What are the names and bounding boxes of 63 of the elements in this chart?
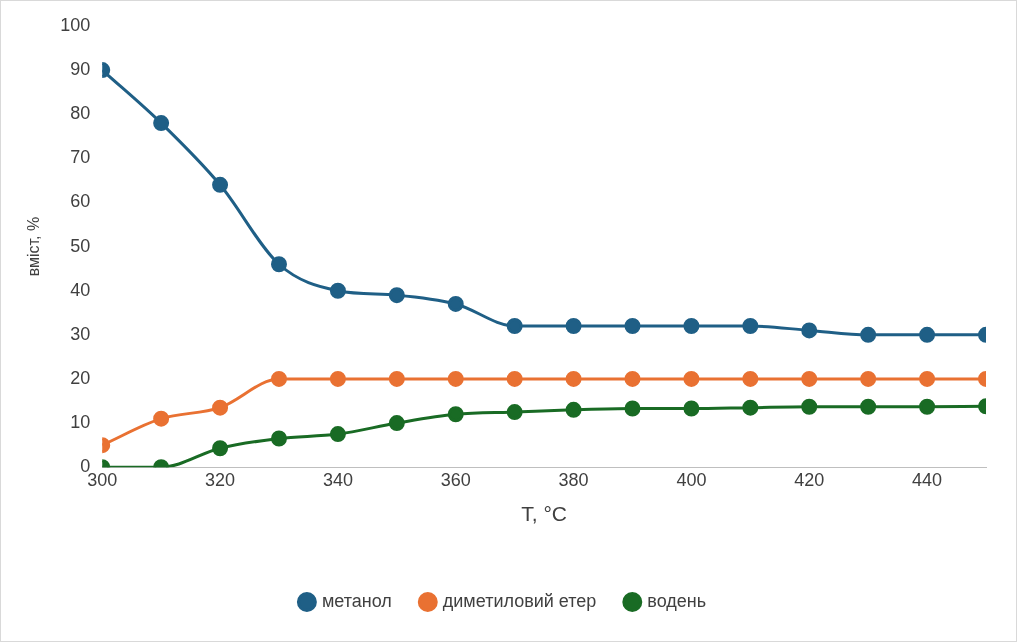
point: [624, 400, 641, 417]
point: [388, 287, 405, 304]
point: [447, 295, 464, 312]
y-tick-label: 50: [70, 235, 91, 256]
x-tick-label: 400: [676, 469, 707, 490]
point: [565, 401, 582, 418]
point: [565, 370, 582, 387]
point: [270, 256, 287, 273]
point: [624, 318, 641, 335]
y-tick-label: 90: [70, 59, 91, 80]
point: [919, 326, 936, 343]
point: [506, 404, 523, 421]
x-tick-label: 360: [440, 469, 471, 490]
legend-label: водень: [647, 590, 707, 611]
point: [388, 370, 405, 387]
legend-label: диметиловий етер: [442, 590, 597, 611]
point: [153, 410, 170, 427]
point: [860, 326, 877, 343]
point: [212, 440, 229, 457]
y-tick-label: 10: [70, 412, 91, 433]
point: [447, 370, 464, 387]
point: [565, 318, 582, 335]
x-tick-label: 420: [794, 469, 825, 490]
point: [860, 370, 877, 387]
y-axis-title: вміст, %: [25, 216, 43, 277]
point: [801, 370, 818, 387]
point: [919, 398, 936, 415]
y-tick-label: 20: [70, 367, 91, 388]
point: [329, 426, 346, 443]
point: [270, 370, 287, 387]
point: [270, 430, 287, 447]
y-tick-label: 30: [70, 323, 91, 344]
point: [506, 370, 523, 387]
point: [624, 370, 641, 387]
x-tick-label: 380: [558, 469, 589, 490]
x-axis-title: T, °C: [521, 502, 567, 526]
y-tick-label: 80: [70, 103, 91, 124]
point: [742, 399, 759, 416]
point: [801, 398, 818, 415]
y-tick-label: 100: [60, 14, 91, 35]
point: [447, 406, 464, 423]
point: [683, 400, 700, 417]
point: [860, 398, 877, 415]
point: [388, 415, 405, 432]
legend-label: метанол: [321, 590, 392, 611]
point: [683, 318, 700, 335]
y-tick-label: 40: [70, 279, 91, 300]
y-tick-label: 60: [70, 191, 91, 212]
point: [329, 282, 346, 299]
point: [683, 370, 700, 387]
point: [506, 318, 523, 335]
x-tick-label: 340: [322, 469, 353, 490]
point: [919, 370, 936, 387]
point: [329, 370, 346, 387]
point: [742, 318, 759, 335]
point: [212, 176, 229, 193]
x-tick-label: 440: [912, 469, 943, 490]
x-tick-label: 320: [205, 469, 236, 490]
y-tick-label: 70: [70, 147, 91, 168]
point: [801, 322, 818, 339]
point: [742, 370, 759, 387]
point: [153, 115, 170, 132]
point: [212, 399, 229, 416]
